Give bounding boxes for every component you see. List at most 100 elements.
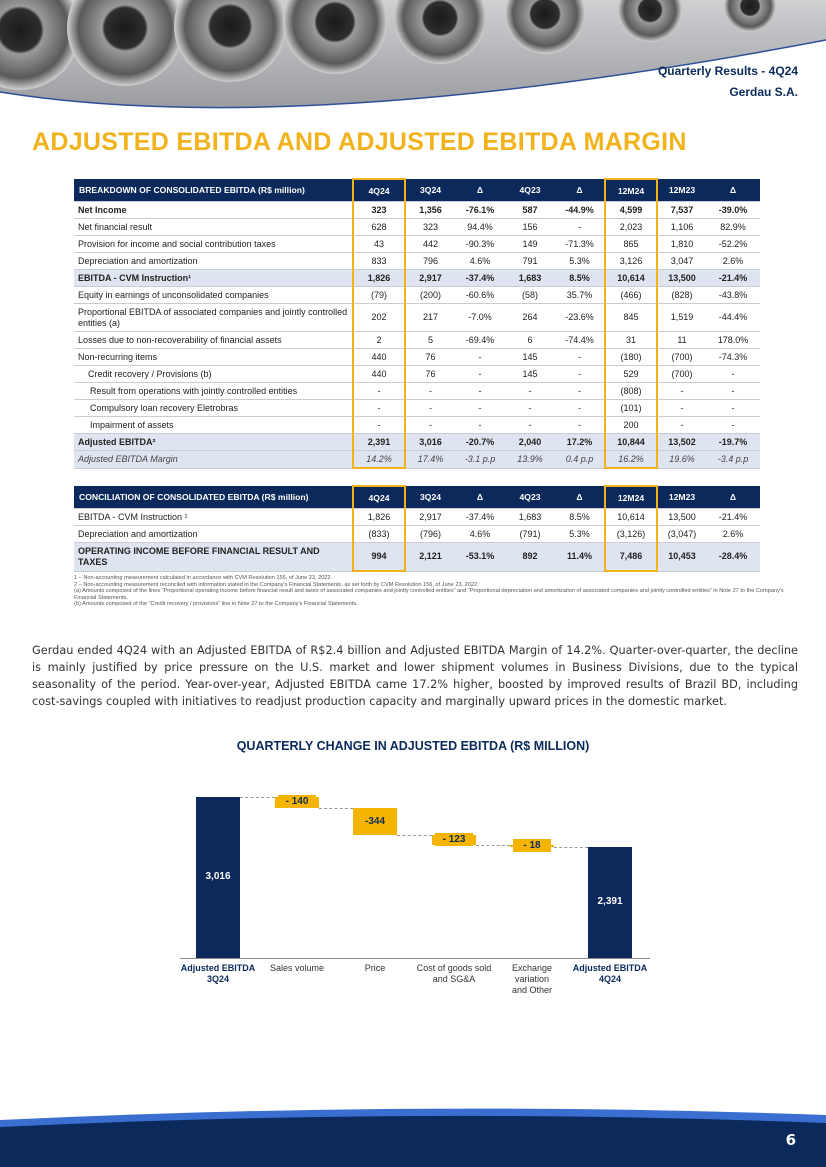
- value-label: -344: [356, 814, 394, 828]
- delta-bar: [510, 845, 554, 847]
- cell: -: [352, 416, 406, 434]
- column-header: 3Q24: [405, 486, 455, 509]
- column-header: Δ: [555, 179, 605, 202]
- column-header: 12M23: [657, 179, 706, 202]
- cell: 156: [505, 218, 555, 236]
- ebitda-conciliation-table: CONCILIATION OF CONSOLIDATED EBITDA (R$ …: [74, 485, 760, 572]
- cell: 31: [604, 331, 658, 349]
- cell: 8.5%: [555, 269, 605, 287]
- table-row: Non-recurring items 440 76-145- (180) (700) -…: [74, 348, 760, 366]
- chart-title: QUARTERLY CHANGE IN ADJUSTED EBITDA (R$ …: [236, 739, 590, 753]
- cell: 4.6%: [455, 252, 505, 270]
- cell: 2,023: [604, 218, 658, 236]
- total-bar: [196, 796, 240, 958]
- cell: 323: [352, 201, 406, 219]
- cell: 0.4 p.p: [555, 450, 605, 469]
- cell: (200): [405, 286, 455, 304]
- cell: -: [555, 382, 605, 400]
- cell: 1,106: [657, 218, 706, 236]
- cell: 8.5%: [555, 508, 605, 526]
- cell: 11.4%: [555, 542, 605, 572]
- cell: -: [555, 399, 605, 417]
- cell: 323: [405, 218, 455, 236]
- cell: 14.2%: [352, 450, 406, 469]
- cell: 628: [352, 218, 406, 236]
- column-header: BREAKDOWN OF CONSOLIDATED EBITDA (R$ mil…: [74, 179, 353, 202]
- cell: 202: [352, 303, 406, 332]
- footnote: 2 – Non-accounting measurement reconcile…: [74, 581, 479, 588]
- cell: -: [555, 416, 605, 434]
- cell: (791): [505, 525, 555, 543]
- cell: 13.9%: [505, 450, 555, 469]
- column-header: 4Q23: [505, 179, 555, 202]
- cell: 2: [352, 331, 406, 349]
- cell: 82.9%: [706, 218, 760, 236]
- cell: 892: [505, 542, 555, 572]
- cell: -: [455, 348, 505, 366]
- category-label: Adjusted EBITDA 3Q24: [180, 963, 256, 984]
- value-label: - 140: [278, 795, 316, 809]
- row-label: Provision for income and social contribu…: [74, 235, 353, 253]
- footer-wave: [0, 1108, 826, 1167]
- cell: (700): [657, 348, 706, 366]
- cell: 10,453: [657, 542, 706, 572]
- cell: 2,121: [405, 542, 455, 572]
- delta-bar: [432, 835, 476, 846]
- cell: -: [405, 399, 455, 417]
- cell: 10,614: [604, 269, 658, 287]
- cell: (180): [604, 348, 658, 366]
- row-label: Net Income: [74, 201, 353, 219]
- company-name: Gerdau S.A.: [729, 85, 798, 99]
- cell: (700): [657, 365, 706, 383]
- row-label: Losses due to non-recoverability of fina…: [74, 331, 353, 349]
- cell: 1,683: [505, 269, 555, 287]
- value-label: 3,016: [205, 871, 231, 883]
- connector: [319, 807, 353, 809]
- row-label: Adjusted EBITDA²: [74, 433, 353, 451]
- cell: 145: [505, 365, 555, 383]
- cell: -71.3%: [555, 235, 605, 253]
- table-row: Result from operations with jointly cont…: [74, 382, 760, 400]
- connector: [397, 835, 432, 837]
- table-row: Impairment of assets - - - - -200- -: [74, 416, 760, 434]
- section-title: ADJUSTED EBITDA AND ADJUSTED EBITDA MARG…: [32, 128, 687, 156]
- footnote: (a) Amounts composed of the lines “Propo…: [74, 588, 784, 601]
- column-header: CONCILIATION OF CONSOLIDATED EBITDA (R$ …: [74, 486, 353, 509]
- category-label: Adjusted EBITDA 4Q24: [572, 963, 648, 984]
- connector: [240, 796, 275, 798]
- table-row: Equity in earnings of unconsolidated com…: [74, 286, 760, 304]
- column-header: Δ: [455, 179, 505, 202]
- total-bar: [588, 846, 632, 958]
- cell: -39.0%: [706, 201, 760, 219]
- column-header: Δ: [555, 486, 605, 509]
- cell: -: [706, 399, 760, 417]
- cell: 76: [405, 348, 455, 366]
- row-label: Proportional EBITDA of associated compan…: [74, 303, 353, 332]
- cell: (101): [604, 399, 658, 417]
- cell: 440: [352, 365, 406, 383]
- cell: -: [455, 416, 505, 434]
- cell: 10,844: [604, 433, 658, 451]
- cell: -44.4%: [706, 303, 760, 332]
- cell: 13,502: [657, 433, 706, 451]
- cell: 442: [405, 235, 455, 253]
- cell: (3,047): [657, 525, 706, 543]
- column-header: 4Q24: [352, 178, 406, 202]
- cell: 17.4%: [405, 450, 455, 469]
- cell: 217: [405, 303, 455, 332]
- row-label: Impairment of assets: [74, 416, 353, 434]
- cell: 13,500: [657, 508, 706, 526]
- cell: 587: [505, 201, 555, 219]
- cell: 11: [657, 331, 706, 349]
- cell: 1,683: [505, 508, 555, 526]
- cell: (3,126): [604, 525, 658, 543]
- delta-bar: [353, 807, 397, 836]
- cell: -: [657, 416, 706, 434]
- cell: 1,810: [657, 235, 706, 253]
- table-row: OPERATING INCOME BEFORE FINANCIAL RESULT…: [74, 542, 760, 572]
- cell: 7,486: [604, 542, 658, 572]
- column-header: 12M24: [604, 485, 658, 509]
- cell: (58): [505, 286, 555, 304]
- cell: 2,917: [405, 269, 455, 287]
